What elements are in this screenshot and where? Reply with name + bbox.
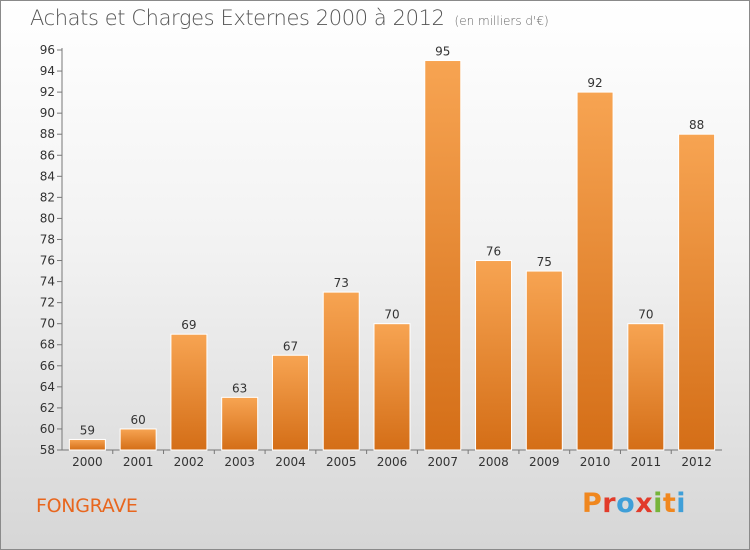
logo-letter: r	[602, 488, 617, 519]
x-tick-label-2005: 2005	[326, 455, 357, 469]
y-tick-label: 60	[40, 422, 55, 436]
chart-title-text: Achats et Charges Externes 2000 à 2012	[30, 6, 445, 30]
y-tick-label: 78	[40, 232, 55, 246]
value-label-2010: 92	[587, 76, 602, 90]
bar-2003	[221, 396, 259, 451]
value-label-2000: 59	[80, 423, 95, 437]
proxiti-logo: Proxiti	[582, 488, 686, 519]
x-tick-label-2006: 2006	[377, 455, 408, 469]
x-tick-label-2009: 2009	[529, 455, 560, 469]
x-tick-label-2011: 2011	[631, 455, 662, 469]
chart-unit: (en milliers d'€)	[454, 14, 549, 28]
y-tick-label: 84	[40, 169, 55, 183]
value-label-2001: 60	[131, 413, 146, 427]
value-label-2008: 76	[486, 245, 501, 259]
x-tick-label-2007: 2007	[427, 455, 458, 469]
x-tick-label-2012: 2012	[681, 455, 712, 469]
y-axis: 58 60 62 64 66 68 70 72 74 76 78 80 82 84 86 88 90 92 94 96	[40, 43, 63, 457]
x-tick-label-2010: 2010	[580, 455, 611, 469]
x-tick-label-2004: 2004	[275, 455, 306, 469]
logo-letter: t	[662, 488, 677, 519]
y-tick-label: 72	[40, 296, 55, 310]
bar-2010	[576, 91, 614, 451]
y-tick-label: 80	[40, 211, 55, 225]
value-label-2009: 75	[537, 255, 552, 269]
y-tick-label: 96	[40, 43, 55, 57]
y-tick-label: 64	[40, 380, 55, 394]
value-label-2006: 70	[384, 308, 399, 322]
y-tick-label: 92	[40, 85, 55, 99]
logo-letter: P	[582, 488, 603, 519]
y-tick-label: 82	[40, 190, 55, 204]
x-tick-label-2001: 2001	[123, 455, 154, 469]
y-tick-label: 86	[40, 148, 55, 162]
x-tick-label-2003: 2003	[224, 455, 255, 469]
value-label-2011: 70	[638, 308, 653, 322]
bar-2009	[525, 270, 563, 451]
logo-letter: i	[653, 488, 663, 519]
y-tick-label: 62	[40, 401, 55, 415]
y-tick-label: 70	[40, 317, 55, 331]
bars	[68, 60, 716, 451]
value-label-2002: 69	[181, 318, 196, 332]
y-tick-label: 68	[40, 338, 55, 352]
x-tick-label-2008: 2008	[478, 455, 509, 469]
value-label-2005: 73	[334, 276, 349, 290]
y-tick-label: 94	[40, 64, 55, 78]
bar-2011	[627, 323, 665, 451]
chart-title: Achats et Charges Externes 2000 à 2012 (e…	[30, 6, 549, 30]
value-label-2007: 95	[435, 45, 450, 59]
bar-2007	[424, 60, 462, 451]
y-tick-label: 88	[40, 127, 55, 141]
y-tick-label: 74	[40, 275, 55, 289]
bar-2001	[119, 428, 157, 451]
value-label-2004: 67	[283, 339, 298, 353]
y-tick-label: 58	[40, 443, 55, 457]
y-tick-label: 90	[40, 106, 55, 120]
bar-2008	[475, 260, 513, 451]
bar-2002	[170, 333, 208, 451]
y-tick-label: 66	[40, 359, 55, 373]
x-tick-label-2000: 2000	[72, 455, 103, 469]
bar-2012	[678, 133, 716, 451]
logo-letter: o	[616, 488, 636, 519]
bar-2006	[373, 323, 411, 451]
bar-2005	[322, 291, 360, 451]
logo-letter: x	[635, 488, 654, 519]
logo-letter: i	[676, 488, 687, 519]
commune-name: FONGRAVE	[36, 495, 138, 517]
bar-2004	[271, 354, 309, 451]
x-tick-label-2002: 2002	[174, 455, 205, 469]
value-label-2012: 88	[689, 118, 704, 132]
bar-2000	[68, 438, 106, 451]
x-axis: 2000 2001 2002 2003 2004 2005 2006 2007 2008 2009…	[62, 449, 722, 469]
value-labels: 59 60 69 63 67 73 70 95 76 75 92 70 88	[80, 45, 705, 438]
value-label-2003: 63	[232, 381, 247, 395]
y-tick-label: 76	[40, 254, 55, 268]
